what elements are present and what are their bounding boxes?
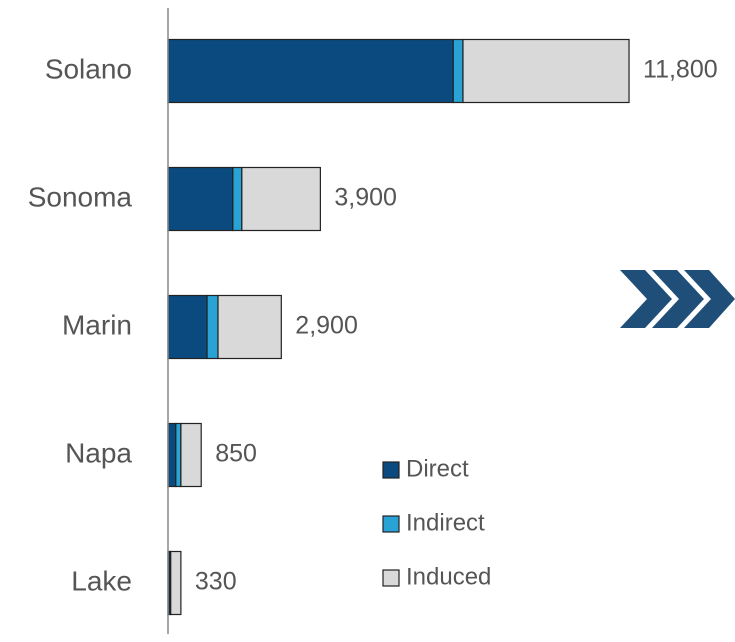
- total-label: 3,900: [334, 184, 397, 212]
- bar-segment: [175, 422, 182, 488]
- category-label: Lake: [71, 565, 132, 596]
- bar-segment: [206, 294, 219, 360]
- bar-segment: [452, 38, 464, 104]
- bar-segment: [167, 166, 234, 232]
- legend-label: Induced: [406, 563, 491, 590]
- category-label: Marin: [62, 309, 132, 340]
- bar-segment: [170, 550, 182, 616]
- bar-segment: [462, 38, 630, 104]
- legend-swatch: [382, 569, 400, 587]
- total-label: 11,800: [643, 56, 718, 84]
- bar-segment: [180, 422, 202, 488]
- bar-segment: [241, 166, 321, 232]
- legend-label: Indirect: [406, 509, 485, 536]
- bar-segment: [167, 422, 177, 488]
- legend-label: Direct: [406, 455, 469, 482]
- category-label: Napa: [65, 437, 132, 468]
- total-label: 850: [215, 440, 257, 468]
- total-label: 2,900: [295, 312, 358, 340]
- category-label: Sonoma: [28, 181, 133, 212]
- legend-swatch: [382, 461, 400, 479]
- total-label: 330: [195, 568, 237, 596]
- chevrons: [620, 270, 735, 328]
- bar-segment: [232, 166, 243, 232]
- bar-segment: [217, 294, 282, 360]
- bar-segment: [167, 294, 208, 360]
- bar-segment: [167, 38, 454, 104]
- legend-swatch: [382, 515, 400, 533]
- category-label: Solano: [45, 53, 132, 84]
